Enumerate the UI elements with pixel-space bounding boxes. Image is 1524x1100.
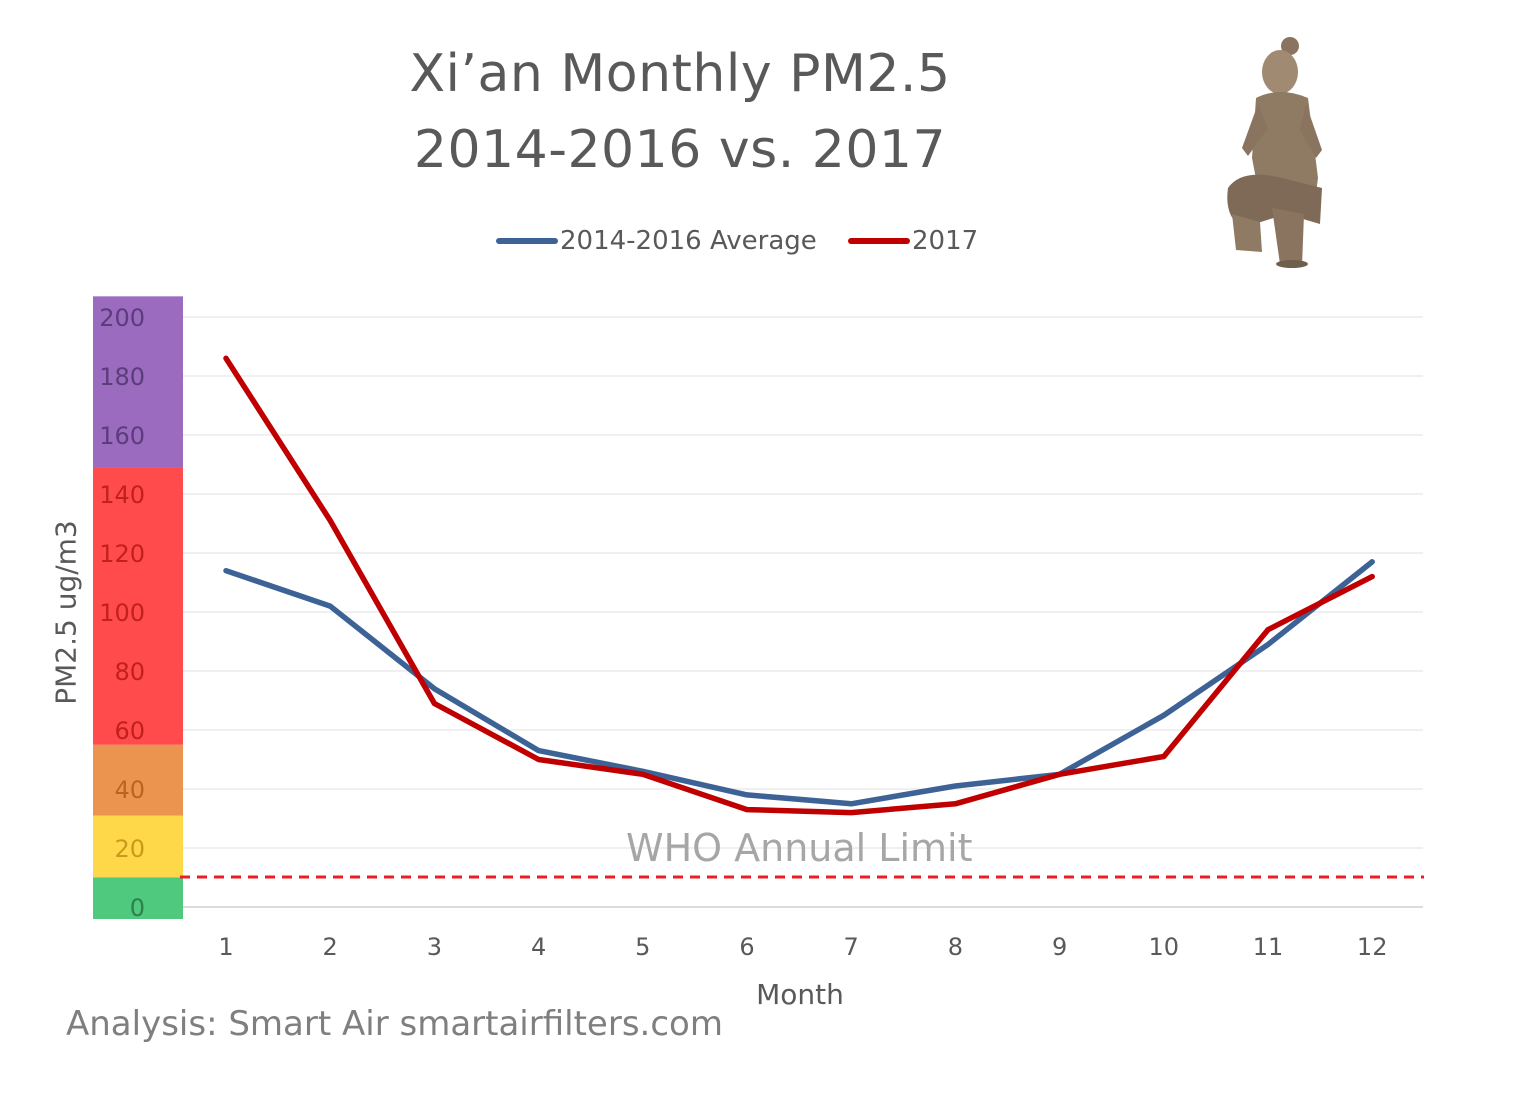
- x-tick-label-7: 7: [844, 933, 859, 961]
- series-line-1: [223, 355, 1375, 816]
- x-tick-label-1: 1: [218, 933, 233, 961]
- series-line-0: [223, 559, 1375, 807]
- data-point-s1-m1: [225, 357, 227, 359]
- data-point-s1-m6: [746, 809, 748, 811]
- data-point-s1-m8: [954, 803, 956, 805]
- y-tick-label-20: 20: [114, 835, 145, 863]
- aqi-band-0: [93, 877, 183, 919]
- y-axis-title: PM2.5 ug/m3: [49, 520, 83, 705]
- data-point-s0-m10: [1163, 714, 1165, 716]
- y-tick-label-40: 40: [114, 776, 145, 804]
- data-point-s1-m11: [1267, 629, 1269, 631]
- x-axis-title: Month: [756, 978, 844, 1011]
- chart-title: Xi’an Monthly PM2.5: [409, 44, 951, 104]
- data-point-s0-m7: [850, 803, 852, 805]
- y-tick-label-60: 60: [114, 717, 145, 745]
- legend-item-average: 2014-2016 Average: [496, 226, 817, 256]
- legend-item-2017: 2017: [848, 226, 978, 256]
- footer-credit: Analysis: Smart Air smartairfilters.com: [66, 1004, 723, 1044]
- data-point-s1-m9: [1059, 773, 1061, 775]
- x-tick-label-11: 11: [1253, 933, 1284, 961]
- who-limit-label: WHO Annual Limit: [626, 826, 973, 870]
- data-point-s0-m2: [329, 605, 331, 607]
- x-tick-label-8: 8: [948, 933, 963, 961]
- aqi-band-1: [93, 815, 183, 878]
- legend-swatch-average: [496, 238, 558, 244]
- data-point-s1-m10: [1163, 756, 1165, 758]
- y-tick-label-180: 180: [99, 363, 145, 391]
- legend-label-average: 2014-2016 Average: [560, 226, 817, 256]
- data-point-s1-m3: [433, 702, 435, 704]
- data-point-s0-m4: [538, 750, 540, 752]
- data-point-s0-m3: [433, 688, 435, 690]
- chart-subtitle: 2014-2016 vs. 2017: [413, 120, 947, 180]
- legend-swatch-2017: [848, 238, 910, 244]
- data-point-s1-m4: [538, 759, 540, 760]
- x-tick-label-10: 10: [1149, 933, 1180, 961]
- data-point-s1-m5: [642, 773, 644, 775]
- x-tick-label-12: 12: [1357, 933, 1388, 961]
- terracotta-warrior-image: [1227, 37, 1322, 268]
- x-tick-label-9: 9: [1052, 933, 1067, 961]
- x-tick-label-3: 3: [427, 933, 442, 961]
- data-point-s0-m6: [746, 794, 748, 796]
- aqi-band-4: [93, 296, 183, 468]
- y-tick-label-0: 0: [130, 894, 145, 922]
- aqi-band-3: [93, 467, 183, 745]
- data-point-s0-m1: [225, 570, 227, 572]
- x-tick-label-5: 5: [635, 933, 650, 961]
- data-point-s0-m8: [954, 785, 956, 787]
- x-tick-label-4: 4: [531, 933, 546, 961]
- aqi-band-2: [93, 744, 183, 816]
- y-tick-label-200: 200: [99, 304, 145, 332]
- data-point-s1-m2: [329, 520, 331, 522]
- y-tick-label-160: 160: [99, 422, 145, 450]
- data-point-s1-m7: [850, 812, 852, 814]
- y-tick-label-140: 140: [99, 481, 145, 509]
- legend-label-2017: 2017: [912, 226, 979, 256]
- y-tick-label-120: 120: [99, 540, 145, 568]
- x-tick-label-6: 6: [739, 933, 754, 961]
- y-tick-label-80: 80: [114, 658, 145, 686]
- y-tick-label-100: 100: [99, 599, 145, 627]
- data-point-s0-m11: [1267, 643, 1269, 645]
- data-point-s0-m12: [1371, 561, 1373, 563]
- x-tick-label-2: 2: [323, 933, 338, 961]
- data-point-s1-m12: [1371, 576, 1373, 578]
